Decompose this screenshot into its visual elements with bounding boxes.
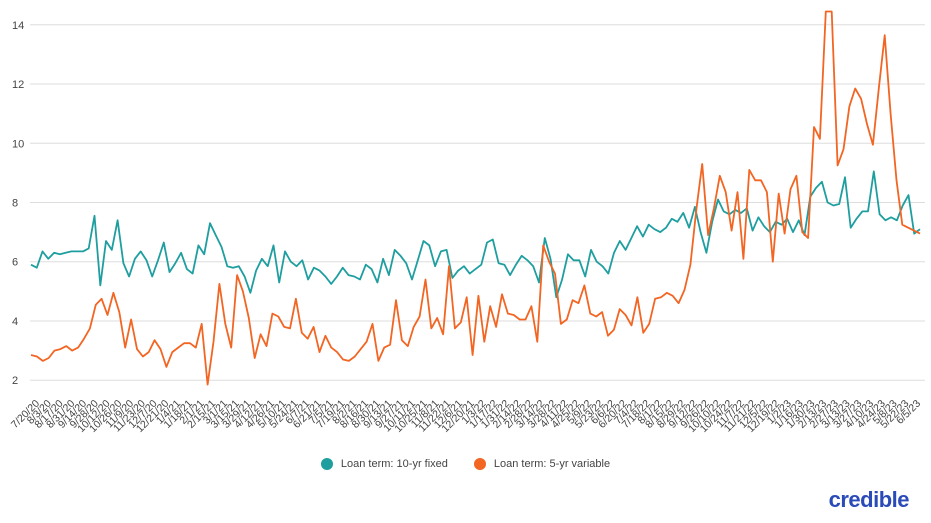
credible-logo: credible <box>828 487 910 512</box>
legend: Loan term: 10-yr fixed Loan term: 5-yr v… <box>0 458 931 470</box>
y-axis-ticks: 2 4 6 8 10 12 14 <box>12 20 24 387</box>
x-axis-ticks: 7/20/208/3/208/17/208/31/209/14/209/28/2… <box>9 398 923 436</box>
legend-swatch-10yr <box>320 458 333 470</box>
legend-item-10yr[interactable]: Loan term: 10-yr fixed <box>320 458 448 470</box>
series-line-5yr-variable <box>30 10 921 386</box>
series-line-10yr-fixed <box>30 170 921 299</box>
y-tick-label: 2 <box>12 375 18 387</box>
legend-item-5yr[interactable]: Loan term: 5-yr variable <box>473 458 611 470</box>
legend-swatch-5yr <box>473 458 486 470</box>
y-tick-label: 10 <box>12 138 24 150</box>
legend-label-10yr: Loan term: 10-yr fixed <box>340 458 448 470</box>
y-tick-label: 14 <box>12 20 24 32</box>
y-tick-label: 12 <box>12 79 24 91</box>
gridlines <box>30 24 925 381</box>
y-tick-label: 6 <box>12 257 18 269</box>
series-lines <box>30 10 921 386</box>
y-tick-label: 8 <box>12 198 18 210</box>
legend-label-5yr: Loan term: 5-yr variable <box>493 458 611 470</box>
y-tick-label: 4 <box>12 316 18 328</box>
